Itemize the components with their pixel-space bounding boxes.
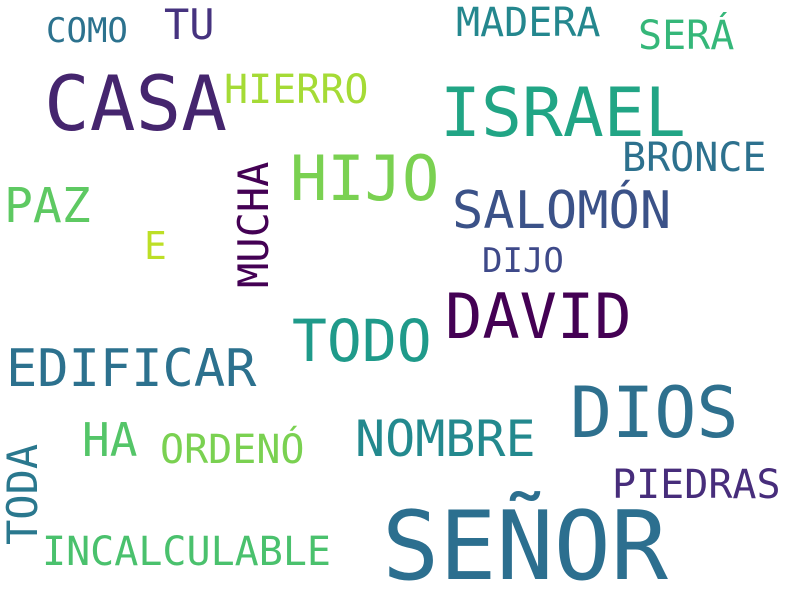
word-incalculable: INCALCULABLE bbox=[42, 529, 331, 575]
word-toda-vertical: TODA bbox=[0, 443, 47, 545]
word-e: E bbox=[144, 224, 167, 268]
word-mucha-vertical: MUCHA bbox=[229, 161, 278, 288]
word-salomon: SALOMÓN bbox=[452, 181, 672, 241]
word-edificar: EDIFICAR bbox=[6, 339, 257, 399]
word-david: DAVID bbox=[445, 280, 632, 353]
word-dijo: DIJO bbox=[482, 241, 564, 281]
word-dios: DIOS bbox=[570, 372, 739, 454]
word-tu: TU bbox=[164, 0, 215, 49]
word-sera: SERÁ bbox=[638, 13, 735, 59]
word-nombre: NOMBRE bbox=[355, 410, 536, 468]
word-ha: HA bbox=[82, 413, 138, 467]
word-todo: TODO bbox=[292, 307, 432, 375]
word-israel: ISRAEL bbox=[440, 74, 686, 153]
word-hijo: HIJO bbox=[290, 142, 440, 215]
word-ordeno: ORDENÓ bbox=[160, 427, 305, 473]
word-bronce: BRONCE bbox=[622, 135, 767, 181]
word-piedras: PIEDRAS bbox=[612, 462, 781, 508]
word-como: COMO bbox=[46, 11, 128, 51]
word-casa: CASA bbox=[44, 59, 228, 148]
word-senor: SEÑOR bbox=[382, 492, 668, 600]
word-hierro: HIERRO bbox=[224, 67, 369, 113]
word-paz: PAZ bbox=[4, 178, 91, 234]
word-madera: MADERA bbox=[456, 0, 601, 46]
